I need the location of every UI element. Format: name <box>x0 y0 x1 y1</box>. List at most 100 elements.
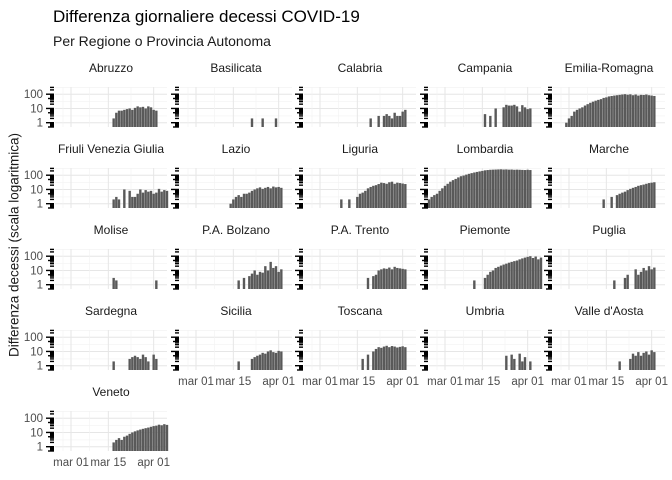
data-bar <box>475 171 479 208</box>
data-bar <box>634 94 637 127</box>
data-bar <box>594 100 597 127</box>
data-bar <box>141 192 145 208</box>
data-bar <box>647 95 651 127</box>
data-bar <box>529 170 532 208</box>
data-bar <box>250 273 254 289</box>
data-bar <box>615 195 619 208</box>
data-bar <box>277 186 280 208</box>
data-bar <box>653 352 656 370</box>
data-bar <box>518 169 521 208</box>
data-bar <box>385 345 388 370</box>
data-bar <box>518 111 521 127</box>
data-bar <box>348 199 351 208</box>
facet-strip-label: Puglia <box>592 223 626 237</box>
facet-strip-label: Toscana <box>338 304 383 318</box>
data-bar <box>396 115 399 127</box>
data-bar <box>497 169 500 208</box>
data-bar <box>112 361 115 370</box>
data-bar <box>398 183 402 208</box>
facet-panel: Marche <box>544 142 665 209</box>
data-bar <box>364 190 367 208</box>
data-bar <box>618 193 621 208</box>
data-bar <box>280 351 283 370</box>
data-bar <box>131 357 134 370</box>
data-bar <box>626 274 629 289</box>
data-bar <box>157 188 161 208</box>
facet-strip-label: Liguria <box>342 142 378 156</box>
data-bar <box>117 110 121 127</box>
data-bar <box>494 169 497 208</box>
data-bar <box>502 107 505 127</box>
x-tick-label: mar 15 <box>339 376 375 388</box>
data-bar <box>152 109 155 127</box>
data-bar <box>117 438 121 451</box>
data-bar <box>599 99 603 127</box>
data-bar <box>374 274 378 289</box>
data-bar <box>152 354 155 370</box>
data-bar <box>274 266 278 289</box>
y-tick-label: 1 <box>37 361 43 373</box>
x-tick-label: mar 01 <box>302 376 338 388</box>
data-bar <box>133 355 137 370</box>
data-bar <box>505 169 508 208</box>
facet-panel: Campania <box>420 61 541 128</box>
data-bar <box>382 183 386 208</box>
y-tick-label: 1 <box>37 442 43 454</box>
x-tick-label: mar 01 <box>53 457 89 469</box>
data-bar <box>366 188 370 208</box>
data-bar <box>618 94 621 127</box>
data-bar <box>573 111 576 127</box>
data-bar <box>526 109 529 127</box>
data-bar <box>136 106 139 127</box>
data-bar <box>393 183 396 208</box>
data-bar <box>141 106 145 127</box>
data-bar <box>462 175 465 208</box>
data-bar <box>396 347 399 370</box>
data-bar <box>401 268 404 289</box>
data-bar <box>133 431 137 451</box>
data-bar <box>513 358 516 370</box>
data-bar <box>521 258 524 289</box>
data-bar <box>366 277 370 289</box>
data-bar <box>369 186 372 208</box>
data-bar <box>382 268 386 289</box>
data-bar <box>597 99 600 127</box>
data-bar <box>483 277 487 289</box>
y-tick-label: 100 <box>24 332 43 344</box>
facet-panel: Sicilia mar 01 mar 15 apr 01 <box>171 304 295 388</box>
data-bar <box>261 118 264 127</box>
data-bar <box>521 105 524 127</box>
data-bar <box>269 261 272 289</box>
facet-panel: Abruzzo 1 10 100 <box>24 61 167 130</box>
data-bar <box>591 101 595 127</box>
data-bar <box>385 268 388 289</box>
data-bar <box>639 94 643 127</box>
data-bar <box>565 122 568 127</box>
data-bar <box>602 199 605 208</box>
data-bar <box>361 192 364 208</box>
data-bar <box>136 357 139 370</box>
data-bar <box>377 270 380 289</box>
data-bar <box>570 115 573 127</box>
data-bar <box>605 97 608 127</box>
data-bar <box>393 112 396 127</box>
y-tick-label: 10 <box>30 265 43 277</box>
data-bar <box>491 169 495 208</box>
data-bar <box>123 436 126 451</box>
data-bar <box>489 169 492 208</box>
data-bar <box>120 110 123 127</box>
data-bar <box>457 177 460 208</box>
data-bar <box>637 274 640 289</box>
data-bar <box>390 181 394 208</box>
data-bar <box>401 183 404 208</box>
data-bar <box>578 108 581 127</box>
data-bar <box>131 432 134 451</box>
data-bar <box>237 195 240 208</box>
data-bar <box>261 188 264 208</box>
data-bar <box>481 170 484 208</box>
data-bar <box>473 172 476 208</box>
data-bar <box>534 256 537 289</box>
data-bar <box>483 114 487 127</box>
x-tick-label: apr 01 <box>511 376 544 388</box>
